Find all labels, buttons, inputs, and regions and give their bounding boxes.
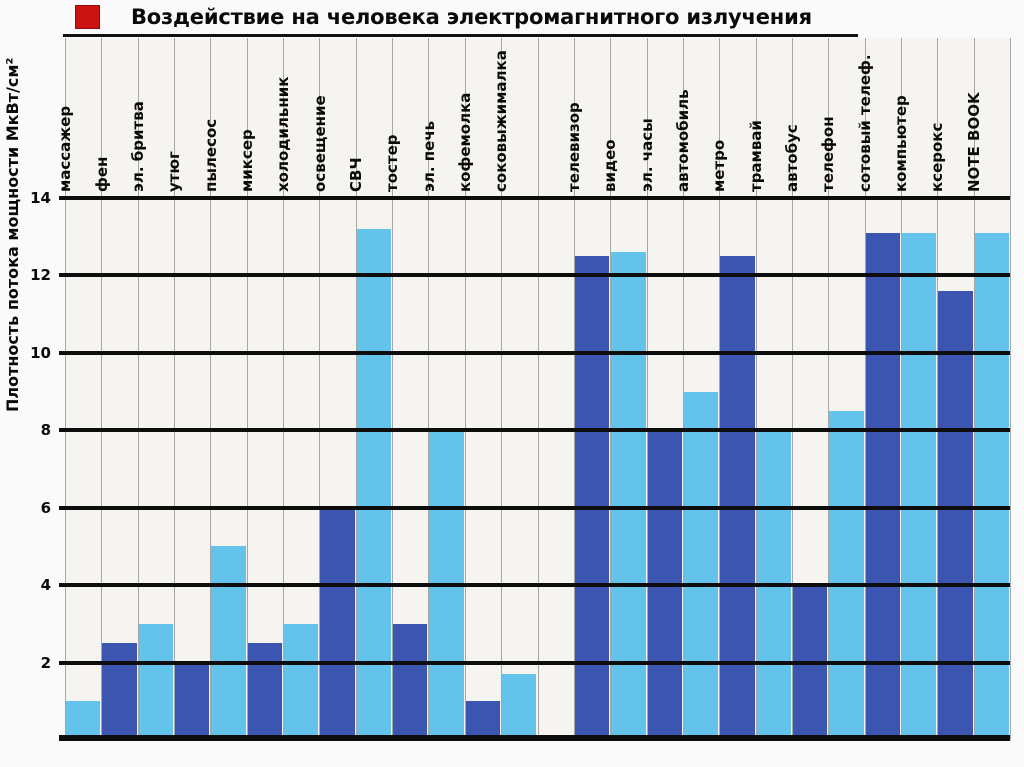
category-label: метро <box>710 139 729 192</box>
category-label: СВЧ <box>346 157 365 192</box>
column-separator <box>319 38 321 740</box>
bar <box>865 232 900 740</box>
bar <box>502 674 537 740</box>
bar <box>901 232 937 740</box>
category-label: утюг <box>165 151 184 192</box>
category-label: телефон <box>819 116 838 192</box>
x-axis-baseline <box>59 735 1010 741</box>
bar-chart: массажер фен эл. бритва утюг пылесос миксер хо… <box>30 38 1011 741</box>
y-tick-label: 14 <box>30 189 51 207</box>
bar <box>247 643 283 740</box>
bar <box>138 623 174 740</box>
category-label: эл. печь <box>419 120 438 192</box>
bar <box>611 252 646 740</box>
column-separator <box>646 38 648 740</box>
column-separator <box>900 38 902 740</box>
bar <box>356 228 392 740</box>
chart-title: Воздействие на человека электромагнитног… <box>131 5 812 29</box>
bar <box>720 256 755 740</box>
category-label: видео <box>601 139 620 192</box>
category-label: автобус <box>783 124 802 192</box>
column-separator <box>464 38 466 740</box>
gridline <box>59 660 1010 665</box>
column-separator <box>174 38 176 740</box>
column-separator <box>428 38 430 740</box>
bar <box>284 623 319 740</box>
bar <box>320 507 355 740</box>
y-tick-label: 10 <box>30 343 51 362</box>
column-separator <box>65 38 66 740</box>
column-separator <box>791 38 793 740</box>
category-label: соковыжималка <box>492 50 511 192</box>
bar <box>211 546 246 740</box>
gridline <box>59 196 1010 200</box>
bar <box>974 232 1009 740</box>
column-separator <box>392 38 394 740</box>
y-tick-label: 12 <box>30 266 51 285</box>
column-separator <box>537 38 539 740</box>
category-label: трамвай <box>746 120 765 192</box>
title-underline <box>63 34 858 37</box>
category-label: холодильник <box>274 76 293 192</box>
category-label: пылесос <box>201 118 220 192</box>
column-separator <box>137 38 139 740</box>
category-label: эл. часы <box>637 118 656 192</box>
column-separator <box>682 38 684 740</box>
category-label: сотовый телеф. <box>855 54 874 192</box>
category-label: ксерокс <box>928 122 947 192</box>
column-separator <box>1010 38 1011 740</box>
column-separator <box>101 38 103 740</box>
bar <box>66 701 101 740</box>
column-separator <box>828 38 830 740</box>
column-separator <box>355 38 357 740</box>
red-bullet-marker <box>75 5 100 29</box>
column-separator <box>501 38 503 740</box>
gridline <box>59 505 1010 510</box>
column-separator <box>973 38 975 740</box>
column-separator <box>937 38 939 740</box>
column-separator <box>719 38 721 740</box>
category-label: компьютер <box>892 95 911 192</box>
y-tick-label: 6 <box>40 498 51 517</box>
gridline <box>59 350 1010 355</box>
bar <box>175 662 210 740</box>
bar <box>574 256 610 740</box>
bar <box>393 623 428 740</box>
category-label: автомобиль <box>674 89 693 192</box>
category-label: кофемолка <box>455 92 474 192</box>
category-label: NOTE BOOK <box>964 92 983 192</box>
category-label: массажер <box>56 105 75 192</box>
bar <box>465 701 501 740</box>
category-label: освещение <box>310 95 329 192</box>
category-label: эл. бритва <box>128 101 147 192</box>
column-separator <box>283 38 285 740</box>
bar <box>102 643 137 740</box>
category-label: тостер <box>383 134 402 193</box>
y-tick-label: 2 <box>40 653 51 672</box>
column-separator <box>864 38 866 740</box>
category-label: фен <box>92 156 111 192</box>
column-separator <box>573 38 575 740</box>
category-label: телевизор <box>565 102 584 192</box>
gridline <box>59 428 1010 433</box>
bar <box>683 391 719 740</box>
column-separator <box>246 38 248 740</box>
gridline <box>59 273 1010 278</box>
column-separator <box>610 38 612 740</box>
column-separator <box>210 38 212 740</box>
bar <box>938 290 973 740</box>
category-label: миксер <box>237 129 256 192</box>
y-tick-label: 4 <box>40 576 51 595</box>
bar <box>829 410 864 740</box>
chart-header: Воздействие на человека электромагнитног… <box>75 5 812 29</box>
gridline <box>59 583 1010 588</box>
column-separator <box>755 38 757 740</box>
y-tick-label: 8 <box>40 421 51 440</box>
